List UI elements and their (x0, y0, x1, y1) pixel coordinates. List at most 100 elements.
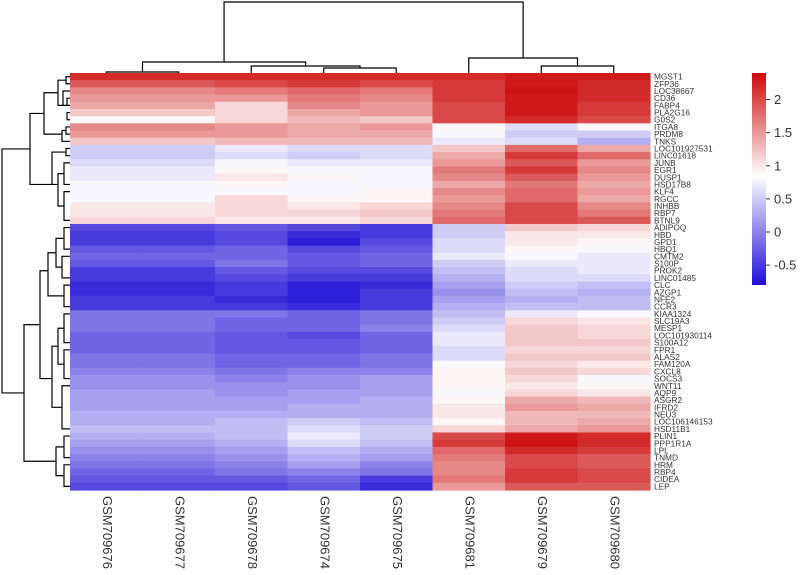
heatmap-cell (505, 439, 579, 448)
heatmap-cell (142, 432, 216, 441)
row-dendrogram-branch (55, 237, 64, 268)
heatmap-cell (577, 288, 651, 297)
heatmap-cell (70, 281, 144, 290)
heatmap-cell (215, 73, 289, 81)
heatmap-cell (432, 231, 506, 239)
heatmap-cell (360, 360, 434, 369)
heatmap-cell (505, 80, 579, 88)
heatmap-cell (432, 310, 506, 319)
heatmap-cell (142, 137, 216, 146)
heatmap-cell (505, 209, 579, 218)
heatmap-cell (360, 209, 434, 218)
row-label: G0S2 (654, 115, 676, 125)
heatmap-cell (505, 374, 579, 383)
heatmap-cell (432, 374, 506, 383)
heatmap-cell (432, 166, 506, 175)
heatmap-cell (577, 367, 651, 376)
heatmap-cell (70, 360, 144, 369)
heatmap-cell (360, 374, 434, 383)
row-dendrogram-branch (57, 79, 66, 106)
heatmap-cell (432, 317, 506, 326)
heatmap-cell (577, 310, 651, 319)
row-label: LOC101927531 (654, 143, 713, 153)
column-label: GSM709677 (172, 496, 187, 569)
heatmap-cell (360, 152, 434, 160)
heatmap-cell (577, 339, 651, 347)
heatmap-cell (142, 80, 216, 88)
heatmap-cell (432, 252, 506, 261)
heatmap-cell (142, 123, 216, 132)
heatmap-cell (432, 303, 506, 311)
heatmap-cell (142, 173, 216, 182)
row-label: HSD17B8 (654, 179, 691, 189)
heatmap-cell (287, 94, 361, 103)
row-label: PRDM8 (654, 129, 683, 139)
heatmap-cell (215, 475, 289, 484)
column-dendrogram-branch (223, 1, 524, 62)
heatmap-cell (505, 94, 579, 103)
heatmap-cell (287, 195, 361, 204)
heatmap-cell (70, 137, 144, 146)
heatmap-cell (215, 389, 289, 398)
heatmap-cell (287, 439, 361, 448)
heatmap-cell (215, 267, 289, 275)
heatmap-cell (287, 101, 361, 110)
heatmap-cell (505, 281, 579, 290)
heatmap-cell (287, 382, 361, 390)
heatmap-cell (360, 396, 434, 405)
heatmap-cell (577, 461, 651, 470)
heatmap-cell (360, 116, 434, 124)
colorbar-tick-label: 0 (774, 225, 781, 240)
heatmap-cell (432, 94, 506, 103)
heatmap-cell (287, 346, 361, 354)
row-dendrogram-branch (51, 151, 66, 186)
heatmap-cell (287, 425, 361, 434)
heatmap-cell (505, 173, 579, 182)
heatmap-cell (432, 482, 506, 491)
heatmap-cell (70, 461, 144, 470)
heatmap-cell (360, 295, 434, 304)
heatmap-cell (287, 231, 361, 239)
row-dendrogram-branch (66, 97, 70, 106)
row-label: AZGP1 (654, 287, 682, 297)
heatmap-cell (577, 80, 651, 88)
heatmap-cell (505, 303, 579, 311)
heatmap-cell (577, 446, 651, 455)
heatmap-cell (432, 274, 506, 283)
heatmap-cell (70, 353, 144, 362)
heatmap-cell (215, 180, 289, 189)
heatmap-cell (142, 101, 216, 110)
heatmap-cell (215, 80, 289, 88)
row-label: PPP1R1A (654, 438, 692, 448)
heatmap-cell (432, 123, 506, 132)
heatmap-cell (287, 403, 361, 412)
heatmap-cell (70, 339, 144, 347)
row-label: INHBB (654, 201, 680, 211)
heatmap-cell (577, 188, 651, 196)
row-dendrogram-branch (57, 327, 64, 365)
heatmap-cell (142, 389, 216, 398)
heatmap-cell (142, 195, 216, 204)
heatmap-cell (287, 180, 361, 189)
heatmap-cell (577, 238, 651, 247)
heatmap-cell (70, 482, 144, 491)
heatmap-cell (142, 367, 216, 376)
heatmap-cell (577, 295, 651, 304)
heatmap-cell (142, 331, 216, 340)
heatmap-cell (287, 317, 361, 326)
heatmap-cell (142, 73, 216, 81)
heatmap-cell (215, 353, 289, 362)
heatmap-cell (70, 180, 144, 189)
heatmap-cell (70, 374, 144, 383)
heatmap-cell (142, 188, 216, 196)
column-label: GSM709676 (100, 496, 115, 569)
heatmap-cell (505, 259, 579, 268)
heatmap-cell (505, 108, 579, 117)
heatmap-cell (360, 223, 434, 232)
heatmap-cell (142, 180, 216, 189)
heatmap-cell (577, 482, 651, 491)
heatmap-cell (215, 137, 289, 146)
heatmap-cell (142, 223, 216, 232)
heatmap-cell (287, 80, 361, 88)
heatmap-cell (142, 461, 216, 470)
